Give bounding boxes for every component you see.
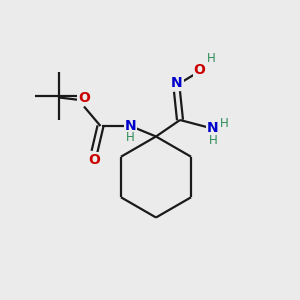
Text: H: H [220,116,229,130]
Text: H: H [208,134,217,147]
Text: N: N [171,76,183,90]
Text: N: N [207,121,219,134]
Text: N: N [125,119,136,133]
Text: H: H [206,52,215,65]
Text: O: O [194,63,206,77]
Text: H: H [125,131,134,144]
Text: O: O [88,153,101,167]
Text: O: O [78,91,90,104]
